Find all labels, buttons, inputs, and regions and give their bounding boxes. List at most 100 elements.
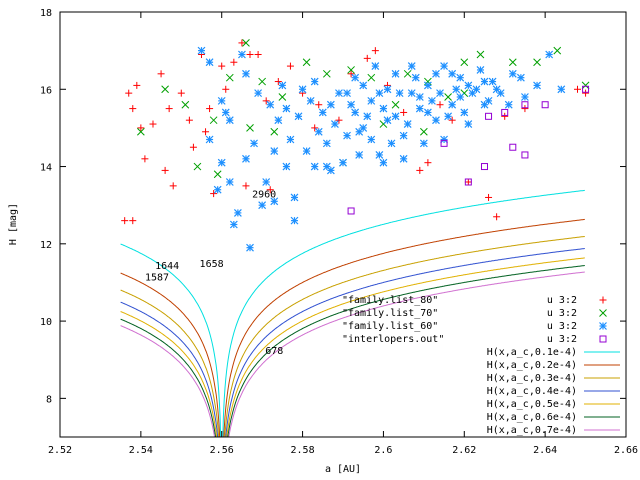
point-series-3: [423, 81, 432, 90]
point-series-3: [468, 89, 477, 98]
point-series-1: [315, 101, 323, 109]
point-series-1: [210, 190, 218, 198]
point-series-4: [440, 139, 448, 147]
curve-6: [120, 265, 585, 437]
point-series-2: [508, 58, 517, 67]
point-series-3: [282, 162, 291, 171]
point-series-1: [286, 62, 294, 70]
point-series-1: [363, 54, 371, 62]
point-series-3: [246, 243, 254, 252]
point-series-3: [436, 89, 444, 98]
point-series-2: [476, 50, 485, 59]
point-series-3: [326, 100, 335, 109]
point-series-1: [129, 105, 137, 113]
point-series-3: [335, 89, 343, 98]
point-series-3: [286, 135, 295, 144]
point-series-1: [125, 89, 133, 97]
point-series-3: [270, 147, 279, 156]
point-series-3: [460, 108, 469, 117]
legend-series-name: "interlopers.out": [342, 334, 444, 345]
x-tick-label: 2.54: [129, 445, 153, 456]
point-series-3: [423, 108, 432, 117]
point-series-1: [169, 182, 177, 190]
point-series-1: [266, 186, 274, 194]
point-series-3: [217, 96, 226, 105]
point-series-3: [488, 77, 497, 86]
point-series-3: [399, 131, 408, 140]
point-series-1: [189, 143, 197, 151]
x-tick-label: 2.6: [374, 445, 392, 456]
y-tick-label: 14: [40, 163, 52, 174]
y-tick-label: 10: [40, 317, 52, 328]
legend-series-name: "family.list_80": [342, 295, 438, 306]
curve-5: [120, 257, 585, 437]
point-series-3: [456, 93, 465, 101]
point-series-3: [399, 154, 408, 163]
legend-curve-name: H(x,a_c,0.1e-4): [487, 347, 577, 358]
point-series-3: [213, 185, 222, 194]
legend-curve-name: H(x,a_c,0.4e-4): [487, 386, 577, 397]
axis-ticks: 2.52 2.54 2.56 2.58 2.6 2.62 2.64 2.66 8 10 12 14 16…: [40, 8, 638, 456]
legend-marker-3: [599, 322, 607, 330]
point-series-2: [181, 100, 190, 109]
point-series-3: [371, 62, 380, 71]
curve-1: [120, 189, 585, 437]
point-series-3: [197, 46, 206, 55]
annotation-label: 1644: [155, 261, 179, 272]
point-series-3: [225, 178, 234, 186]
point-series-4: [541, 101, 549, 109]
point-series-1: [436, 101, 444, 109]
point-series-3: [217, 158, 226, 167]
point-series-3: [343, 131, 351, 140]
point-series-4: [582, 85, 590, 93]
point-series-2: [553, 46, 562, 55]
point-series-3: [464, 81, 473, 90]
point-series-2: [270, 127, 279, 136]
point-series-1: [416, 166, 424, 174]
legend-series-sample: u 3:2: [547, 334, 577, 345]
point-series-3: [250, 139, 258, 148]
point-series-3: [379, 104, 388, 113]
point-series-3: [407, 89, 416, 98]
point-series-1: [165, 105, 173, 113]
point-series-2: [213, 170, 222, 179]
point-series-3: [221, 108, 230, 117]
point-series-2: [225, 73, 234, 82]
legend-marker-1: [599, 296, 607, 304]
point-series-4: [464, 178, 472, 186]
point-series-1: [424, 159, 432, 167]
point-series-3: [282, 104, 291, 113]
y-tick-label: 18: [40, 8, 52, 19]
point-series-1: [254, 51, 262, 58]
point-series-3: [480, 77, 489, 86]
point-series-1: [121, 217, 129, 225]
point-series-1: [274, 78, 282, 86]
point-series-3: [367, 135, 376, 144]
point-series-2: [581, 81, 590, 90]
point-series-1: [246, 51, 254, 58]
legend-series-sample: u 3:2: [547, 321, 577, 332]
point-series-1: [218, 62, 226, 70]
point-series-2: [444, 93, 452, 101]
point-series-3: [205, 135, 214, 144]
point-series-3: [314, 127, 323, 136]
point-series-3: [395, 89, 404, 98]
point-series-2: [193, 162, 202, 171]
y-tick-label: 8: [46, 394, 52, 405]
point-series-3: [254, 89, 263, 98]
point-series-3: [492, 85, 501, 94]
legend-curve-name: H(x,a_c,0.2e-4): [487, 360, 577, 371]
point-series-3: [456, 73, 465, 82]
point-series-3: [448, 69, 457, 78]
point-series-3: [379, 158, 388, 167]
point-series-3: [375, 151, 384, 159]
point-series-3: [290, 193, 299, 202]
point-series-4: [501, 108, 509, 116]
point-series-2: [242, 39, 250, 47]
annotation-label: 1587: [145, 273, 169, 284]
model-curves: [120, 189, 585, 437]
plot-frame: [59, 11, 627, 438]
point-series-1: [202, 128, 210, 136]
point-series-3: [452, 85, 461, 94]
